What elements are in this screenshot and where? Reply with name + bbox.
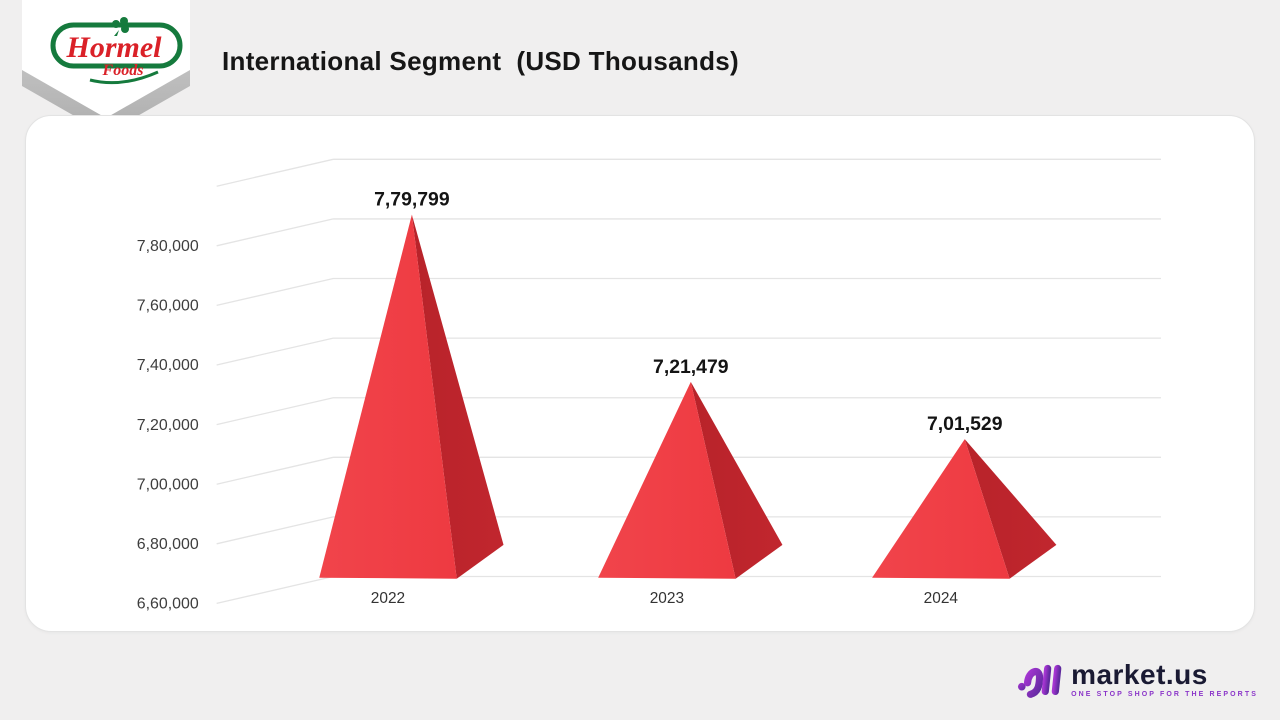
- hormel-underline-swoosh: [89, 70, 159, 85]
- marketus-icon: [1018, 664, 1062, 698]
- hormel-badge: Hormel Foods: [22, 0, 190, 134]
- x-tick-label: 2024: [924, 590, 959, 607]
- y-tick-label: 6,60,000: [137, 596, 199, 613]
- marketus-tagline: ONE STOP SHOP FOR THE REPORTS: [1071, 690, 1258, 698]
- pyramid-side-face: [964, 439, 1057, 579]
- data-label: 7,79,799: [374, 189, 450, 211]
- y-tick-label: 7,60,000: [137, 298, 199, 315]
- y-tick-label: 7,00,000: [137, 476, 199, 493]
- y-tick-label: 6,80,000: [137, 536, 199, 553]
- gridline: [216, 277, 1161, 307]
- gridline: [216, 456, 1161, 485]
- hormel-sub-wordmark: Foods: [102, 62, 144, 79]
- data-label: 7,21,479: [653, 356, 729, 378]
- data-label: 7,01,529: [927, 413, 1003, 435]
- clover-icon: [112, 17, 129, 36]
- pyramid-chart: 7,80,000 7,60,000 7,40,000 7,20,000 7,00,000…: [137, 158, 1161, 613]
- page-title: International Segment (USD Thousands): [222, 46, 739, 76]
- y-tick-label: 7,40,000: [137, 357, 199, 374]
- pyramid-front-face: [872, 439, 1010, 579]
- gridline: [216, 575, 1161, 605]
- y-tick-label: 7,20,000: [137, 417, 199, 434]
- gridline: [216, 218, 1161, 247]
- y-tick-label: 7,80,000: [137, 238, 199, 255]
- pyramid-side-face: [690, 381, 783, 579]
- gridline: [216, 397, 1161, 426]
- pyramid-front-face: [598, 381, 736, 579]
- gridline: [216, 158, 1161, 187]
- pyramid-side-face: [411, 214, 504, 579]
- pyramid-front-face: [319, 214, 457, 579]
- x-tick-label: 2022: [371, 590, 405, 607]
- marketus-wordmark: market.us: [1071, 658, 1208, 690]
- marketus-logo: market.us ONE STOP SHOP FOR THE REPORTS: [1017, 654, 1258, 704]
- chart-card: 7,80,000 7,60,000 7,40,000 7,20,000 7,00,000…: [25, 115, 1255, 632]
- gridline: [216, 516, 1161, 545]
- hormel-wordmark: Hormel: [66, 31, 163, 64]
- gridline: [216, 337, 1161, 366]
- x-tick-label: 2023: [650, 590, 684, 607]
